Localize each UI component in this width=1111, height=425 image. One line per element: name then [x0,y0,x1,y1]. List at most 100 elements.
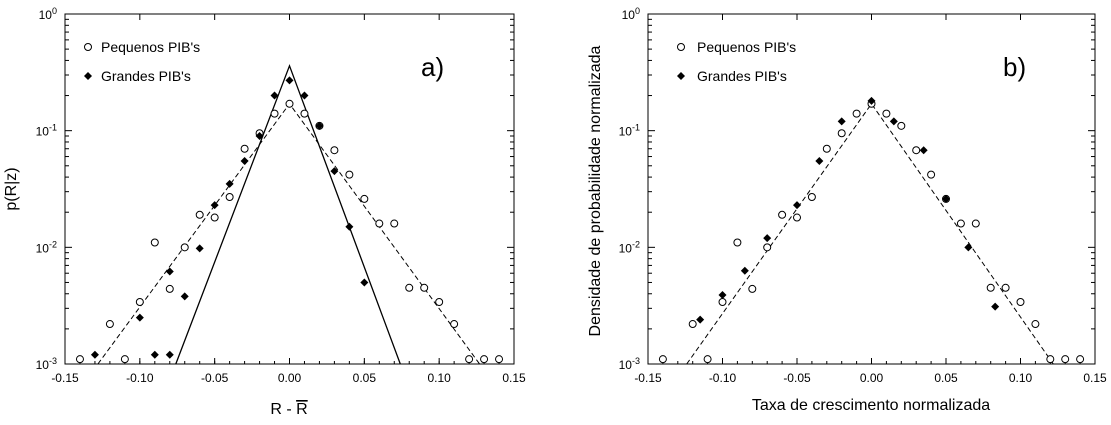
panel-a-xtick-label: 0.15 [502,371,526,385]
panel-a-point-large [180,292,189,301]
panel-b-point-small [1061,355,1070,364]
panel-a-legend-label-large: Grandes PIB's [101,68,191,84]
panel-a-point-small [150,238,159,247]
panel-b-point-small [927,170,936,179]
panel-a-point-small [330,146,339,155]
panel-b-point-large [991,302,1000,311]
panel-b-xtick-label: 0.00 [860,371,884,385]
panel-b-point-small [897,121,906,130]
panel-a-point-small [495,355,504,364]
panel-a-ylabel: p(R|z) [3,167,20,210]
panel-a-point-small [285,99,294,108]
panel-b-ylabel: Densidade de probabilidade normalizada [587,45,604,336]
panel-b-point-small [733,238,742,247]
panel-a-point-small [210,213,219,222]
panel-a-point-large [285,76,294,85]
panel-b-xtick-label: 0.05 [934,371,958,385]
panel-a-marks: -0.15 -0.10 -0.05 0.00 0.05 0.10 0.15 10-3 10-2 1… [36,6,526,385]
panel-a-point-large [165,350,174,359]
panel-a-point-small [450,320,459,329]
panel-b-plot-frame [647,13,1096,365]
panel-a-xtick-label: -0.15 [51,371,79,385]
panel-b-point-small [1046,355,1055,364]
panel-a-point-small [165,284,174,293]
panel-a-point-small [300,109,309,118]
panel-b-point-small [793,213,801,222]
panel-a-point-large [90,350,99,359]
panel-a-point-small [120,355,129,364]
panel-a-point-small [420,283,429,292]
panel-a-legend-label-small: Pequenos PIB's [101,39,200,55]
panel-a-fit-line-dashed [97,102,481,365]
panel-a-point-large [225,179,234,188]
panel-a-point-small [105,320,114,329]
panel-a-point-small [405,283,414,292]
panel-a-fit-line-solid [175,63,401,365]
panel-b-point-large [763,234,772,243]
panel-b-point-small [658,355,667,364]
panel-b-xtick-label: -0.10 [709,371,737,385]
panel-a-point-small [195,210,204,219]
panel-b-point-large [740,266,749,275]
panel-b-point-large [815,156,824,165]
panel-b-xtick-label: -0.15 [634,371,662,385]
panel-a-legend-marker-small [84,43,92,51]
panel-b-point-large [942,194,950,203]
panel-b-point-large [696,315,705,324]
panel-a-xtick-label: 0.10 [427,371,451,385]
panel-b-point-small [971,219,980,228]
panel-a-point-large [330,167,339,176]
panel-a-xlabel: R - R [270,401,307,418]
panel-b-point-small [1016,297,1025,306]
panel-a-point-small [375,219,384,228]
panel-a-point-small [360,194,369,203]
panel-a-point-small [75,355,84,364]
panel-b-point-small [718,297,727,306]
panel-a-point-large [270,91,279,100]
panel-a-point-large [360,278,369,287]
panel-b-legend-marker-large [677,72,685,80]
panel-b-point-large [867,96,876,105]
panel-b-legend-label-large: Grandes PIB's [697,68,787,84]
panel-b-point-small [763,243,772,252]
panel-a-xtick-label: 0.00 [278,371,302,385]
panel-a-point-small [390,219,399,228]
panel-a-point-large [240,156,249,165]
panel-b-ytick-label: 100 [622,6,640,22]
panel-b-point-small [1031,320,1040,329]
panel-a-point-small [435,297,444,306]
panel-a-point-large [135,313,144,322]
panel-a-xlabel-bar-symbol: R [296,401,308,418]
panel-b-point-large [964,243,973,252]
panel-b-ytick-label: 10-3 [619,356,640,372]
panel-b-point-small [703,355,712,364]
panel-b-point-small [1076,355,1085,364]
panel-b-xlabel: Taxa de crescimento normalizada [752,397,990,414]
panel-b-point-small [852,109,861,118]
panel-a-point-small [480,355,489,364]
panel-a-legend: Pequenos PIB's Grandes PIB's [84,39,200,84]
panel-b: Densidade de probabilidade normalizada T… [587,6,1107,414]
panel-a-point-large [255,132,264,141]
panel-a-point-large [165,267,174,276]
panel-a-point-small [465,355,474,364]
panel-b-ytick-label: 10-2 [619,239,640,255]
panel-a-ytick-label: 10-1 [36,123,57,139]
panel-b-point-small [748,284,757,293]
panel-b-point-large [793,201,801,210]
panel-b-point-small [822,144,831,153]
panel-a-point-large [345,222,354,231]
panel-a-label: a) [421,52,444,82]
panel-a-point-small [240,144,249,153]
panel-a-point-large [315,121,324,130]
panel-a: p(R|z) R - R a) Pequenos PIB's Grandes P… [3,6,526,418]
panel-b-point-small [912,146,921,155]
panel-a-point-large [195,244,204,253]
panel-a-point-small [225,193,234,202]
panel-a-ytick-label: 100 [39,6,57,22]
panel-b-point-small [688,320,697,329]
panel-b-point-large [919,146,928,155]
panel-a-ytick-label: 10-2 [36,239,57,255]
panel-a-point-large [300,91,309,100]
panel-b-point-large [718,291,727,300]
